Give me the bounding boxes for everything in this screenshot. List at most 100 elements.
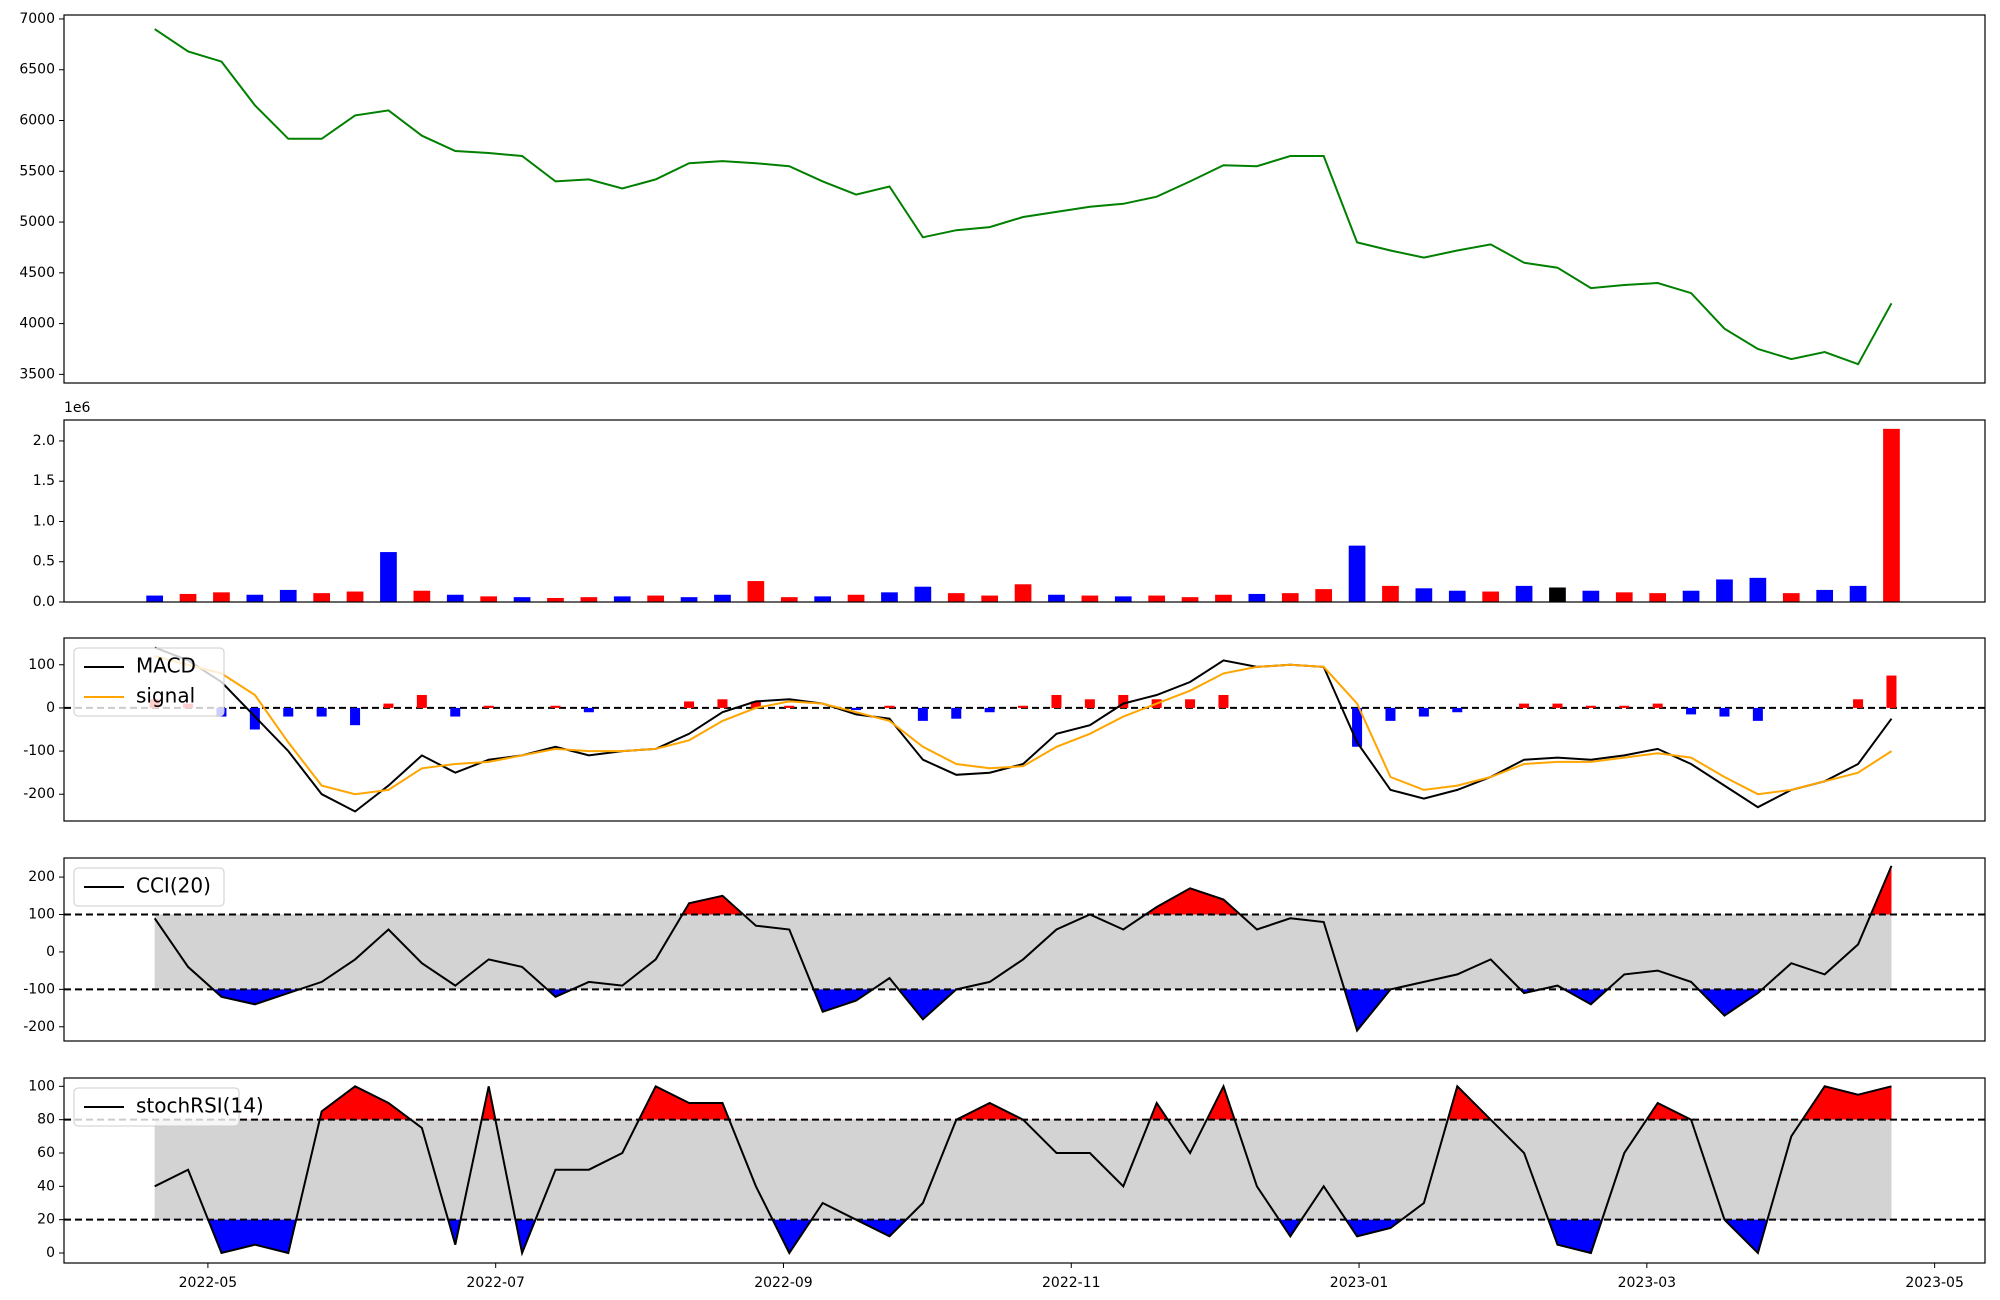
volume-bar [1014,584,1032,602]
histogram-bar [1352,707,1363,747]
histogram-bar [917,707,928,721]
neutral-band [154,914,1892,990]
y-tick-label: 5500 [19,163,55,179]
histogram-bar [383,703,394,708]
histogram-bar [416,694,427,708]
y-tick-label: 0 [46,944,55,960]
legend-label: MACD [136,654,196,678]
histogram-bar [884,705,895,708]
volume-bar [1215,594,1232,602]
y-tick-label: 2.0 [33,433,55,449]
volume-bar [680,597,698,602]
volume-bar [1081,595,1099,602]
histogram-bar [1519,703,1530,708]
y-tick-label: 1.0 [33,513,55,529]
volume-bar [1482,591,1500,602]
axes-frame [63,637,1986,822]
volume-bar [714,594,731,602]
volume-bar [1816,589,1834,602]
histogram-bar [283,707,294,717]
axes-frame [63,857,1986,1042]
volume-bar [1448,590,1466,602]
indicator-line [154,655,1893,796]
x-tick-label: 2022-07 [466,1275,525,1291]
volume-bar [1281,593,1299,602]
volume-bar [1849,585,1867,602]
indicator-line [154,646,1893,813]
volume-bar [981,595,999,602]
volume-bar [914,586,932,602]
y-tick-label: 60 [37,1145,55,1161]
y-tick-label: 40 [37,1178,55,1194]
y-tick-label: 4000 [19,316,55,332]
volume-bar [1415,588,1433,602]
histogram-bar [550,705,561,708]
volume-bar [179,593,197,602]
y-tick-label: 100 [28,907,55,923]
volume-bar [847,594,865,602]
volume-bar [1315,589,1333,602]
volume-bar [881,592,898,602]
volume-bar [814,596,832,602]
legend-box [73,647,225,717]
x-tick-label: 2022-05 [179,1275,238,1291]
y-tick-label: 0 [46,700,55,716]
histogram-bar [851,707,862,711]
volume-bar [346,591,364,602]
volume-bar [580,597,598,602]
volume-bar [647,595,665,602]
volume-bar [1883,428,1900,602]
volume-bar [1782,593,1800,602]
histogram-bar [951,707,962,719]
volume-bar [613,596,631,602]
volume-bar [1515,585,1533,602]
volume-bar [1649,593,1667,602]
histogram-bar [717,699,728,708]
volume-bar [513,597,531,602]
y-tick-label: 200 [28,869,55,885]
x-tick-label: 2022-11 [1042,1275,1101,1291]
oversold-fill [154,1219,1892,1253]
y-tick-label: 100 [28,1078,55,1094]
volume-bar [1549,587,1566,602]
y-tick-label: 20 [37,1212,55,1228]
y-tick-label: 6500 [19,62,55,78]
y-tick-label: 4500 [19,265,55,281]
volume-bar [480,596,498,602]
histogram-bar [1652,703,1663,708]
histogram-bar [1084,699,1095,708]
overbought-fill [154,1086,1892,1120]
histogram-bar [1886,675,1897,708]
histogram-bar [1585,705,1596,708]
volume-bar [1248,593,1266,602]
y-tick-label: 100 [28,657,55,673]
axes-frame [63,1077,1986,1264]
volume-bar [1382,585,1399,602]
y-tick-label: 7000 [19,11,55,27]
volume-bar [1181,597,1199,602]
histogram-bar [249,707,260,730]
volume-bar [780,597,798,602]
histogram-bar [1719,707,1730,717]
x-tick-label: 2023-05 [1905,1275,1964,1291]
indicator-line [154,1083,1892,1257]
y-tick-label: 0.0 [33,594,55,610]
volume-bar [279,589,297,602]
oversold-fill [154,989,1892,1031]
y-tick-label: 5000 [19,214,55,230]
volume-bar [1148,595,1166,602]
histogram-bar [583,707,594,713]
legend-label: signal [136,684,195,708]
y-tick-label: 0.5 [33,554,55,570]
offset-label: 1e6 [64,400,91,416]
volume-bar [1615,592,1633,602]
volume-bar [1348,545,1366,602]
legend-label: stochRSI(14) [136,1094,264,1118]
y-tick-label: 80 [37,1112,55,1128]
legend-label: CCI(20) [136,874,211,898]
y-tick-label: -200 [23,1019,55,1035]
volume-bar [1682,590,1700,602]
volume-bar [747,581,765,602]
y-tick-label: -100 [23,743,55,759]
